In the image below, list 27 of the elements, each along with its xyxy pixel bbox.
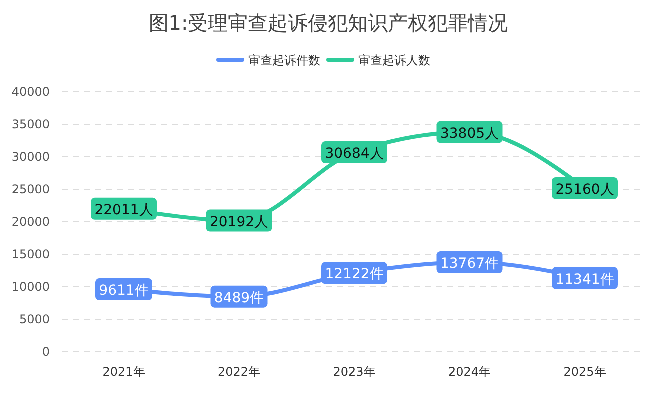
y-tick-label: 25000	[12, 182, 50, 196]
x-tick-label: 2024年	[448, 365, 492, 379]
y-tick-label: 10000	[12, 280, 50, 294]
y-tick-label: 15000	[12, 248, 50, 262]
x-tick-label: 2021年	[102, 365, 146, 379]
data-label: 20192人	[210, 214, 269, 230]
data-label: 25160人	[556, 182, 614, 198]
x-tick-label: 2023年	[333, 365, 376, 379]
data-label: 30684人	[325, 146, 384, 162]
data-label: 33805人	[440, 126, 500, 142]
y-tick-label: 30000	[12, 150, 50, 164]
data-label: 13767件	[440, 256, 500, 272]
y-tick-label: 35000	[12, 118, 50, 132]
y-tick-label: 40000	[12, 85, 50, 99]
y-tick-label: 5000	[19, 312, 50, 326]
legend-label: 审查起诉人数	[358, 54, 430, 68]
x-tick-label: 2022年	[218, 365, 261, 379]
data-label: 22011人	[94, 202, 154, 218]
data-label: 12122件	[325, 266, 384, 283]
data-label: 11341件	[556, 272, 614, 288]
chart-title: 图1:受理审查起诉侵犯知识产权犯罪情况	[148, 11, 508, 35]
data-label: 9611件	[99, 283, 149, 300]
legend-label: 审查起诉件数	[248, 54, 320, 68]
y-tick-label: 20000	[12, 215, 50, 229]
x-tick-label: 2025年	[564, 365, 606, 379]
y-tick-label: 0	[42, 345, 50, 359]
data-label: 8489件	[214, 290, 264, 306]
